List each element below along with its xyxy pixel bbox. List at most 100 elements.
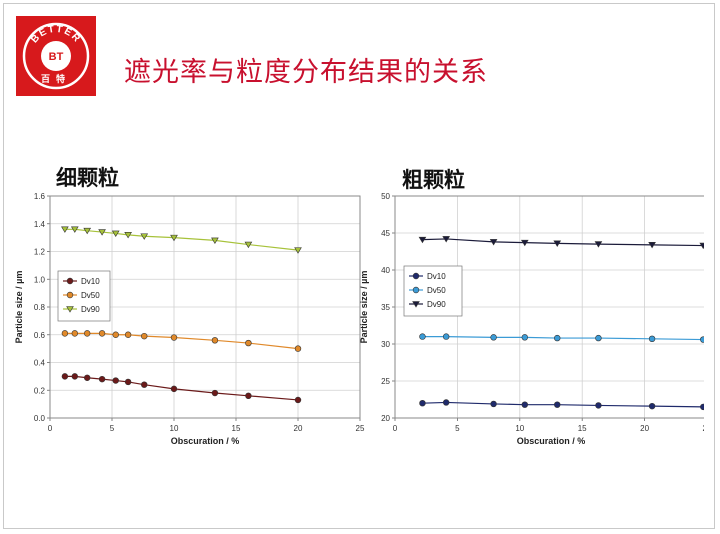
- data-point: [124, 232, 132, 239]
- legend-entry: Dv10: [63, 277, 100, 286]
- logo-center-text: BT: [49, 51, 64, 63]
- plot-border: [49, 195, 361, 419]
- data-point: [442, 399, 450, 406]
- series-dv90: [61, 226, 302, 254]
- data-point: [140, 233, 149, 240]
- data-point: [83, 374, 91, 381]
- data-point: [70, 226, 79, 233]
- data-point: [141, 381, 148, 388]
- series-line: [422, 238, 704, 247]
- legend-entry: Dv50: [409, 286, 446, 295]
- legend-marker: [66, 291, 74, 299]
- slide: BETTER BT 百特 遮光率与粒度分布结果的关系 细颗粒 粗颗粒 0.0 0.…: [3, 3, 715, 529]
- data-point: [554, 401, 561, 408]
- legend-label: Dv90: [427, 300, 446, 309]
- y-tick-label: 0.2: [34, 386, 46, 395]
- logo-outer-ring: [22, 22, 90, 90]
- x-tick-label: 25: [703, 424, 704, 433]
- chart-title-fine: 细颗粒: [56, 166, 119, 190]
- data-point: [648, 335, 656, 343]
- data-point: [83, 227, 92, 235]
- data-point: [211, 237, 219, 244]
- data-point: [211, 389, 219, 397]
- y-tick-label: 1.4: [34, 220, 46, 229]
- x-axis-label: Obscuration / %: [517, 436, 586, 446]
- data-point: [442, 236, 450, 243]
- series-dv10: [419, 399, 704, 411]
- data-point: [61, 226, 69, 233]
- y-tick-label: 40: [381, 266, 390, 275]
- y-tick-label: 0.8: [34, 303, 46, 312]
- data-point: [490, 334, 497, 341]
- y-tick-label: 20: [381, 414, 390, 423]
- y-axis-label: Particle size / µm: [359, 271, 369, 344]
- data-point: [418, 236, 427, 244]
- x-tick-label: 20: [294, 424, 303, 433]
- data-point: [98, 229, 106, 236]
- coarse-particle-chart: 20 25 30 35 40 45 50 0 5 10 15 20 25 Obscuration / % P…: [359, 192, 704, 446]
- data-point: [61, 373, 69, 380]
- slide-title: 遮光率与粒度分布结果的关系: [124, 57, 488, 88]
- data-point: [112, 377, 119, 384]
- legend-label: Dv50: [427, 286, 446, 295]
- x-tick-label: 0: [393, 424, 398, 433]
- data-point: [111, 230, 120, 238]
- y-tick-label: 35: [381, 303, 390, 312]
- x-axis-label: Obscuration / %: [171, 436, 240, 446]
- data-point: [520, 239, 529, 247]
- y-tick-label: 0.4: [34, 359, 46, 368]
- data-point: [71, 373, 79, 380]
- data-point: [419, 400, 426, 407]
- fine-particle-chart: 0.0 0.2 0.4 0.6 0.8 1.0 1.2 1.4 1.6 0 5 10 15 20 25 Obs…: [14, 192, 365, 446]
- chart-title-coarse: 粗颗粒: [402, 168, 465, 192]
- data-point: [700, 336, 704, 343]
- data-point: [124, 378, 132, 386]
- data-point: [648, 242, 656, 249]
- legend-entry: Dv90: [409, 300, 446, 309]
- legend-label: Dv10: [81, 277, 100, 286]
- data-point: [98, 375, 106, 383]
- x-tick-label: 20: [640, 424, 649, 433]
- data-point: [141, 332, 148, 340]
- y-tick-label: 50: [381, 192, 390, 201]
- series-line: [422, 336, 704, 341]
- series-dv50: [61, 330, 302, 352]
- legend-entry: Dv10: [409, 272, 446, 281]
- data-point: [98, 330, 106, 337]
- y-tick-label: 25: [381, 377, 390, 386]
- data-point: [595, 334, 602, 342]
- data-point: [211, 337, 219, 344]
- y-tick-label: 1.6: [34, 192, 46, 201]
- x-tick-label: 15: [578, 424, 587, 433]
- data-point: [245, 339, 252, 347]
- data-point: [553, 240, 562, 247]
- data-point: [245, 392, 252, 400]
- x-tick-label: 10: [170, 424, 179, 433]
- data-point: [112, 331, 119, 338]
- legend-entry: Dv50: [63, 291, 100, 300]
- data-point: [71, 330, 79, 337]
- data-point: [83, 330, 91, 337]
- data-point: [124, 331, 132, 338]
- plot-border: [394, 195, 704, 419]
- data-point: [61, 330, 69, 337]
- data-point: [521, 401, 528, 408]
- data-point: [648, 402, 656, 410]
- y-tick-label: 45: [381, 229, 390, 238]
- y-axis-label: Particle size / µm: [14, 271, 24, 344]
- data-point: [521, 334, 528, 341]
- legend-marker: [412, 272, 420, 280]
- better-logo: BETTER BT 百特: [16, 16, 96, 96]
- x-tick-label: 25: [356, 424, 365, 433]
- x-tick-label: 10: [515, 424, 524, 433]
- data-point: [699, 242, 704, 250]
- data-point: [554, 334, 561, 342]
- data-point: [294, 345, 302, 352]
- legend-marker: [412, 286, 420, 294]
- series-dv50: [419, 333, 704, 343]
- data-point: [489, 239, 498, 246]
- logo-inner-circle: [41, 41, 71, 71]
- data-point: [170, 334, 178, 341]
- y-tick-label: 30: [381, 340, 390, 349]
- data-point: [294, 247, 302, 254]
